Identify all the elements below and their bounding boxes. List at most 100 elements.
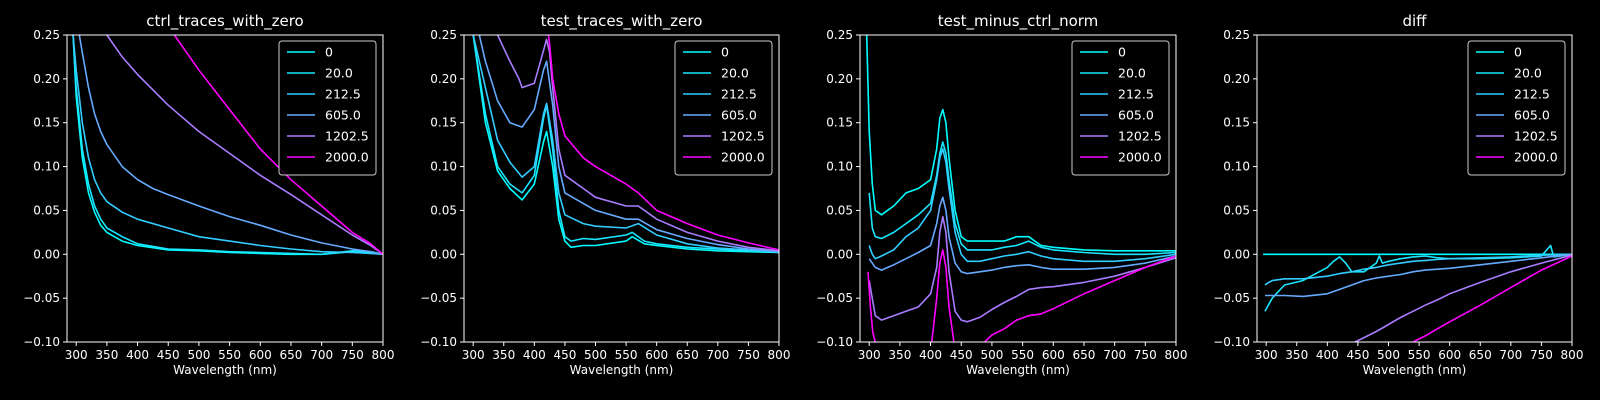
series-line-1: [868, 141, 1176, 256]
y-tick-label: 0.00: [33, 247, 60, 261]
x-axis-label: Wavelength (nm): [173, 363, 277, 377]
chart-title: diff: [1402, 12, 1427, 30]
axes-frame: [859, 34, 1177, 343]
y-tick-label: 0.10: [826, 160, 853, 174]
legend-box: [674, 40, 773, 176]
chart-panel-2: 300 350 400 450 500 550 600 650 700 750 800 −0.10 −0…: [816, 12, 1187, 377]
x-tick-label: 350: [1285, 348, 1308, 362]
y-tick-label: −0.05: [23, 291, 60, 305]
x-tick-label: 600: [645, 348, 668, 362]
series-line-0: [472, 35, 779, 254]
series-line-2: [868, 148, 1176, 263]
series-line-3: [78, 35, 383, 256]
y-tick-label: 0.10: [430, 160, 457, 174]
y-tick-label: 0.10: [1223, 160, 1250, 174]
series-line-1: [472, 35, 779, 254]
y-tick-label: −0.10: [816, 335, 853, 349]
legend-label: 212.5: [325, 87, 361, 102]
legend-label: 605.0: [1514, 108, 1550, 123]
legend-box: [278, 40, 377, 176]
y-tick-label: 0.00: [826, 247, 853, 261]
x-tick-label: 650: [1469, 348, 1492, 362]
legend-label: 1202.5: [1118, 129, 1162, 144]
x-tick-label: 700: [310, 348, 333, 362]
legend: 0 20.0 212.5 605.0 1202.5 2000.0: [1071, 40, 1170, 176]
series-group: [472, 35, 779, 254]
series-line-5: [547, 35, 779, 251]
y-tick-label: −0.10: [23, 335, 60, 349]
series-line-6: [931, 249, 955, 342]
legend-label: 1202.5: [721, 129, 765, 144]
y-tick-label: 0.20: [430, 72, 457, 86]
series-line-1: [72, 35, 383, 256]
x-tick-label: 350: [888, 348, 911, 362]
y-tick-label: −0.10: [420, 335, 457, 349]
y-tick-label: −0.05: [816, 291, 853, 305]
chart-title: ctrl_traces_with_zero: [146, 12, 303, 31]
x-tick-label: 400: [523, 348, 546, 362]
x-tick-label: 600: [249, 348, 272, 362]
y-tick-label: 0.25: [1223, 28, 1250, 42]
x-tick-label: 300: [1255, 348, 1278, 362]
x-axis-label: Wavelength (nm): [570, 363, 674, 377]
x-axis-label: Wavelength (nm): [1363, 363, 1467, 377]
chart-panel-0: 300 350 400 450 500 550 600 650 700 750 800 −0.10 −0…: [23, 12, 394, 377]
x-tick-label: 450: [1346, 348, 1369, 362]
y-tick-label: 0.25: [33, 28, 60, 42]
y-tick-label: 0.05: [826, 203, 853, 217]
y-tick-label: −0.05: [1213, 291, 1250, 305]
series-line-5: [867, 271, 877, 342]
y-tick-label: 0.00: [430, 247, 457, 261]
x-tick-label: 650: [280, 348, 303, 362]
x-tick-label: 800: [372, 348, 395, 362]
series-line-4: [496, 35, 779, 252]
x-tick-label: 450: [950, 348, 973, 362]
legend-box: [1467, 40, 1566, 176]
x-tick-label: 700: [1499, 348, 1522, 362]
chart-title: test_minus_ctrl_norm: [938, 12, 1099, 31]
axes-frame: [463, 34, 780, 343]
x-tick-label: 750: [1134, 348, 1157, 362]
x-tick-label: 600: [1042, 348, 1065, 362]
x-tick-label: 500: [1377, 348, 1400, 362]
legend-label: 1202.5: [1514, 129, 1558, 144]
legend-label: 2000.0: [1118, 150, 1162, 165]
y-tick-label: 0.00: [1223, 247, 1250, 261]
y-tick-label: −0.10: [1213, 335, 1250, 349]
legend-label: 0: [1118, 45, 1126, 60]
y-tick-label: 0.20: [1223, 72, 1250, 86]
x-tick-label: 300: [462, 348, 485, 362]
x-tick-label: 750: [341, 348, 364, 362]
legend-label: 20.0: [721, 66, 749, 81]
legend: 0 20.0 212.5 605.0 1202.5 2000.0: [674, 40, 773, 176]
x-tick-label: 450: [553, 348, 576, 362]
x-tick-label: 800: [768, 348, 791, 362]
legend-label: 0: [325, 45, 333, 60]
legend-label: 2000.0: [1514, 150, 1558, 165]
legend-label: 0: [721, 45, 729, 60]
series-line-7: [984, 255, 1176, 342]
axes-frame: [1256, 34, 1573, 343]
legend-label: 212.5: [1514, 87, 1550, 102]
y-tick-label: 0.25: [826, 28, 853, 42]
x-tick-label: 700: [706, 348, 729, 362]
legend-label: 0: [1514, 45, 1522, 60]
x-tick-label: 800: [1561, 348, 1584, 362]
x-tick-label: 750: [737, 348, 760, 362]
series-group: [1263, 244, 1572, 342]
legend-label: 20.0: [325, 66, 353, 81]
series-line-2: [72, 35, 383, 256]
legend: 0 20.0 212.5 605.0 1202.5 2000.0: [278, 40, 377, 176]
y-tick-label: 0.25: [430, 28, 457, 42]
x-tick-label: 500: [980, 348, 1003, 362]
x-tick-label: 400: [919, 348, 942, 362]
series-group: [865, 35, 1176, 342]
x-tick-label: 400: [1316, 348, 1339, 362]
x-tick-label: 400: [126, 348, 149, 362]
legend: 0 20.0 212.5 605.0 1202.5 2000.0: [1467, 40, 1566, 176]
legend-label: 2000.0: [721, 150, 765, 165]
axes-frame: [66, 34, 384, 343]
chart-title: test_traces_with_zero: [541, 12, 703, 31]
x-tick-label: 550: [218, 348, 241, 362]
